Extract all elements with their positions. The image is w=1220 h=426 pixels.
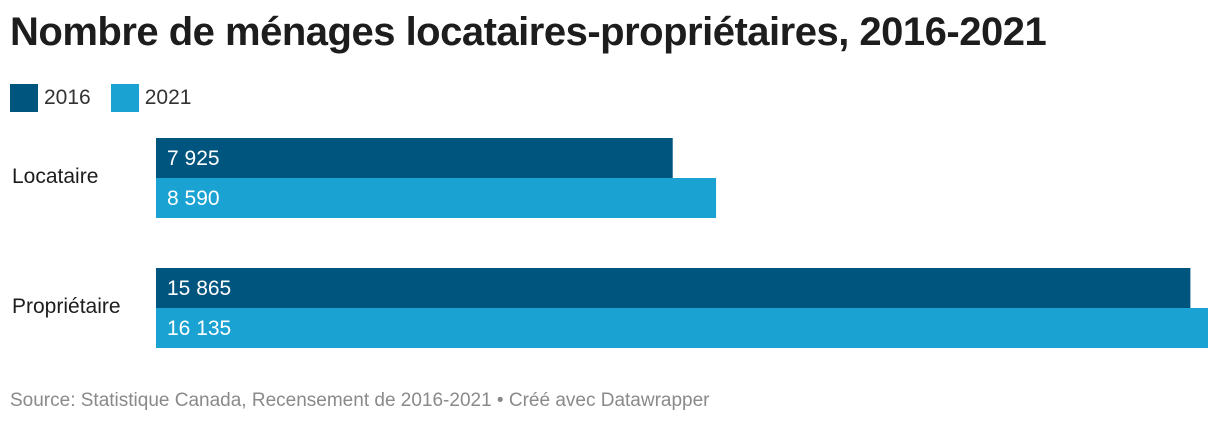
bar-value-label-locataire-2016: 7 925 [167, 147, 220, 170]
legend: 2016 2021 [10, 84, 191, 112]
chart-title: Nombre de ménages locataires-propriétair… [10, 10, 1047, 54]
legend-label-2016: 2016 [44, 86, 91, 109]
bar-locataire-2021 [156, 178, 717, 218]
legend-label-2021: 2021 [144, 86, 192, 109]
bar-proprietaire-2021 [156, 308, 1208, 348]
bar-value-label-proprietaire-2021: 16 135 [167, 317, 231, 340]
bar-proprietaire-2016 [156, 268, 1191, 308]
legend-item-2021: 2021 [110, 84, 192, 112]
source-note: Source: Statistique Canada, Recensement … [10, 390, 710, 411]
legend-item-2016: 2016 [10, 84, 91, 112]
legend-swatch-2021 [110, 84, 139, 112]
bar-value-label-proprietaire-2016: 15 865 [167, 277, 231, 300]
bar-chart: 7 925 8 590 15 865 16 135 Locataire Proprié… [0, 130, 1220, 360]
bar-value-label-locataire-2021: 8 590 [167, 187, 220, 210]
legend-swatch-2016 [10, 84, 38, 112]
bar-chart-svg: 7 925 8 590 15 865 16 135 [156, 138, 1208, 348]
category-label-locataire: Locataire [12, 165, 99, 188]
category-label-proprietaire: Propriétaire [12, 295, 121, 318]
bar-locataire-2016 [156, 138, 673, 178]
